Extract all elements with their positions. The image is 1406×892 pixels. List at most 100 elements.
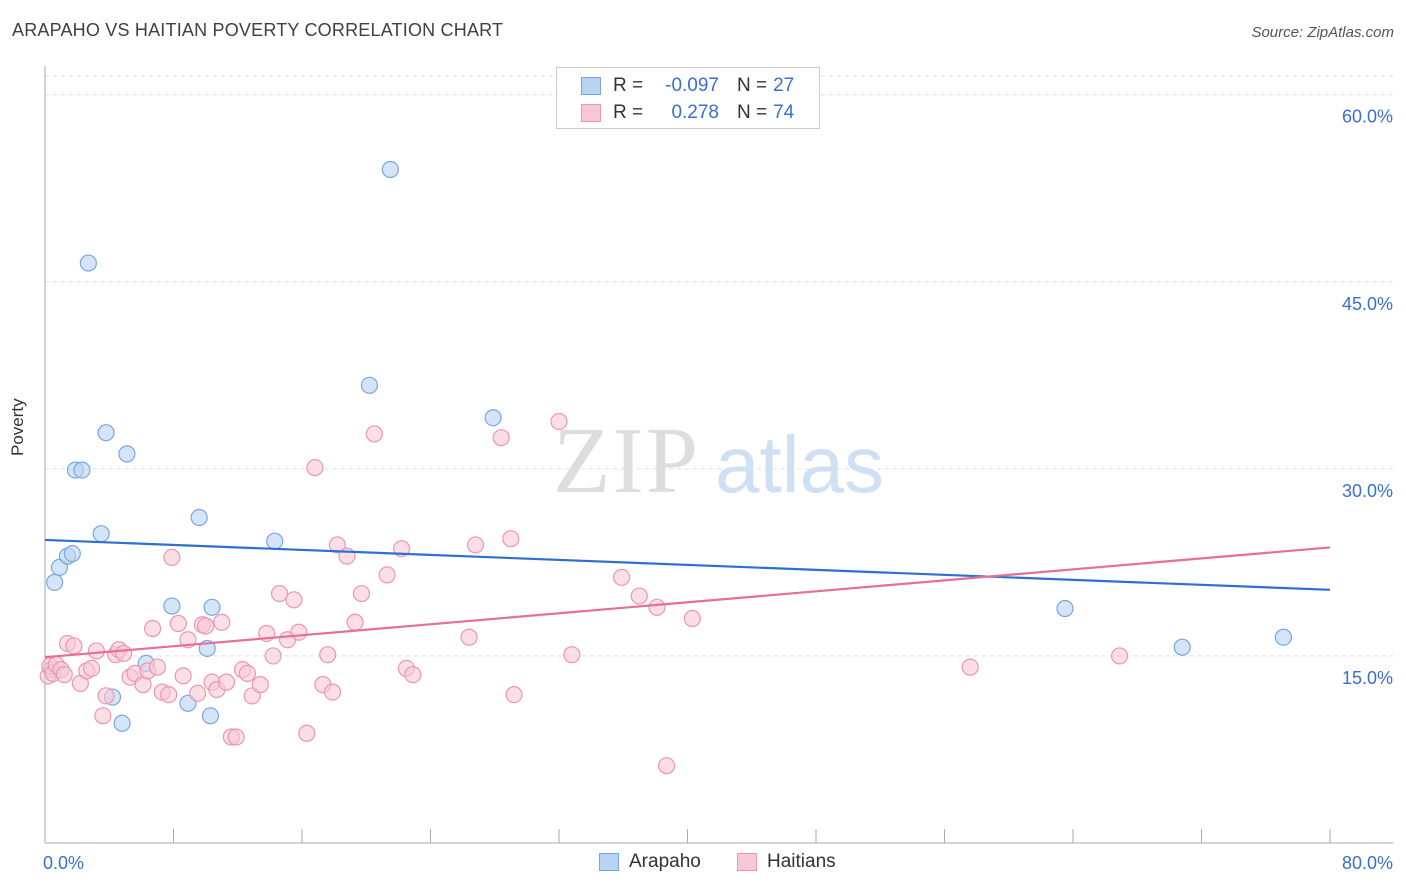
data-point-haitians [961,658,979,676]
data-point-haitians [144,619,162,638]
bottom-legend-label-haitians: Haitians [767,851,836,872]
data-point-haitians [683,609,701,628]
series-haitians [39,412,1129,775]
watermark: ZIP atlas [553,409,884,513]
data-point-haitians [264,647,282,665]
x-tick-label: 80.0% [1342,853,1393,873]
data-point-haitians [352,584,371,603]
trend-lines [44,538,1331,659]
data-point-arapaho [118,445,136,463]
data-point-haitians [82,659,101,677]
trend-line-haitians [44,546,1331,659]
data-point-haitians [217,673,236,691]
data-point-haitians [163,548,181,567]
source-note: Source: ZipAtlas.com [1251,24,1394,41]
data-point-haitians [648,598,666,616]
data-point-arapaho [1274,628,1293,646]
data-point-haitians [97,687,115,705]
data-point-haitians [298,724,316,742]
data-point-arapaho [63,545,81,563]
legend-r-label: R = [613,75,644,96]
tick-labels: 15.0% 30.0% 45.0% 60.0% 0.0% 80.0% [43,107,1393,873]
bottom-legend-arapaho: Arapaho [599,851,701,873]
legend-n-label: N = [737,75,768,96]
data-point-arapaho [1056,599,1074,618]
data-point-haitians [270,584,289,603]
data-point-haitians [197,617,215,635]
axes [44,66,1393,844]
data-point-arapaho [73,461,91,479]
data-point-arapaho [381,160,399,179]
bottom-legend-swatch-haitians [737,853,757,871]
legend-r-value: -0.097 [665,75,719,96]
y-tick-label: 60.0% [1342,107,1393,127]
bottom-legend-swatch-arapaho [599,853,619,871]
y-tick-label: 15.0% [1342,668,1393,688]
legend-swatch-haitians [581,104,601,122]
data-point-haitians [174,667,192,685]
data-point-haitians [1110,647,1129,665]
data-point-arapaho [360,376,379,394]
legend-row-arapaho: R = -0.097 N = 27 [581,74,794,98]
data-point-arapaho [190,508,208,527]
legend-n-value: 27 [773,75,795,96]
series-arapaho [42,160,1293,732]
data-point-haitians [115,644,133,663]
gridlines [45,75,1393,657]
data-point-haitians [251,676,269,694]
chart-title: ARAPAHO VS HAITIAN POVERTY CORRELATION C… [12,20,504,40]
data-point-haitians [94,707,112,725]
data-point-haitians [319,646,337,664]
data-point-haitians [502,530,520,548]
data-point-arapaho [79,254,97,272]
data-point-arapaho [266,532,284,550]
y-tick-label: 30.0% [1342,481,1393,501]
data-point-haitians [346,613,364,631]
legend-swatch-arapaho [581,77,601,95]
data-point-arapaho [203,598,221,616]
data-point-haitians [160,685,178,704]
watermark-zip: ZIP [553,409,700,513]
data-point-arapaho [113,714,131,732]
legend-row-haitians: R = 0.278 N = 74 [581,101,794,125]
data-point-haitians [328,536,346,554]
data-point-haitians [550,412,568,431]
y-tick-label: 45.0% [1342,294,1393,314]
legend-r-value: 0.278 [671,102,719,123]
trend-line-arapaho [44,538,1331,591]
data-point-haitians [466,536,485,554]
data-point-arapaho [92,525,110,543]
data-point-arapaho [46,573,64,591]
bottom-legend-haitians: Haitians [737,851,836,873]
data-point-haitians [460,628,478,646]
data-point-arapaho [1173,638,1191,656]
data-point-haitians [55,666,73,684]
data-point-haitians [238,664,256,682]
data-point-haitians [285,591,303,609]
bottom-legend-label-arapaho: Arapaho [629,851,701,872]
data-point-haitians [378,566,396,584]
data-point-haitians [630,587,648,605]
data-point-haitians [323,683,342,701]
correlation-legend: R = -0.097 N = 27 R = 0.278 N = 74 [556,67,820,129]
data-point-arapaho [163,597,181,615]
legend-r-label: R = [613,102,644,123]
legend-n-value: 74 [773,102,795,123]
data-point-haitians [492,429,510,447]
data-point-haitians [148,658,167,676]
data-point-arapaho [484,409,502,427]
data-point-haitians [169,614,187,633]
data-point-haitians [563,646,581,664]
data-point-haitians [658,757,676,775]
data-point-haitians [365,425,383,443]
data-point-haitians [213,613,231,631]
data-point-haitians [188,684,207,702]
data-point-haitians [613,568,631,586]
data-point-haitians [505,685,523,704]
legend-n-label: N = [737,102,768,123]
data-point-haitians [290,623,308,641]
data-point-haitians [306,459,324,477]
data-point-arapaho [201,707,220,725]
watermark-atlas: atlas [715,420,884,509]
